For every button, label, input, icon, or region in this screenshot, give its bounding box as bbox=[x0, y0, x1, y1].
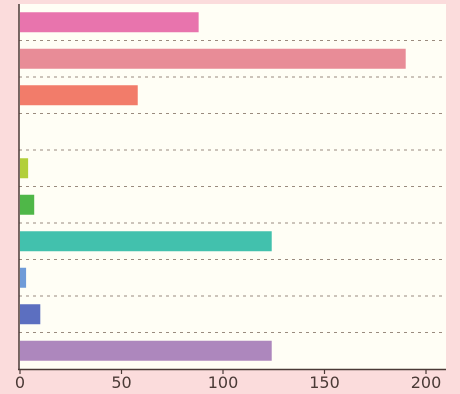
x-tick-label: 150 bbox=[309, 373, 340, 392]
x-tick-label: 200 bbox=[411, 373, 442, 392]
grid-lines bbox=[19, 40, 446, 333]
x-tick-label: 50 bbox=[111, 373, 131, 392]
bars bbox=[20, 12, 406, 361]
bar-10 bbox=[20, 340, 272, 361]
bar-2 bbox=[20, 48, 406, 69]
bar-5 bbox=[20, 158, 29, 179]
bar-3 bbox=[20, 85, 138, 106]
bar-7 bbox=[20, 231, 272, 252]
x-axis-ticks: 0 50 100 150 200 bbox=[15, 369, 441, 392]
x-tick-label: 0 bbox=[15, 373, 25, 392]
bar-8 bbox=[20, 267, 27, 288]
bar-1 bbox=[20, 12, 199, 33]
bar-9 bbox=[20, 304, 41, 325]
bar-6 bbox=[20, 194, 35, 215]
x-tick-label: 100 bbox=[208, 373, 239, 392]
